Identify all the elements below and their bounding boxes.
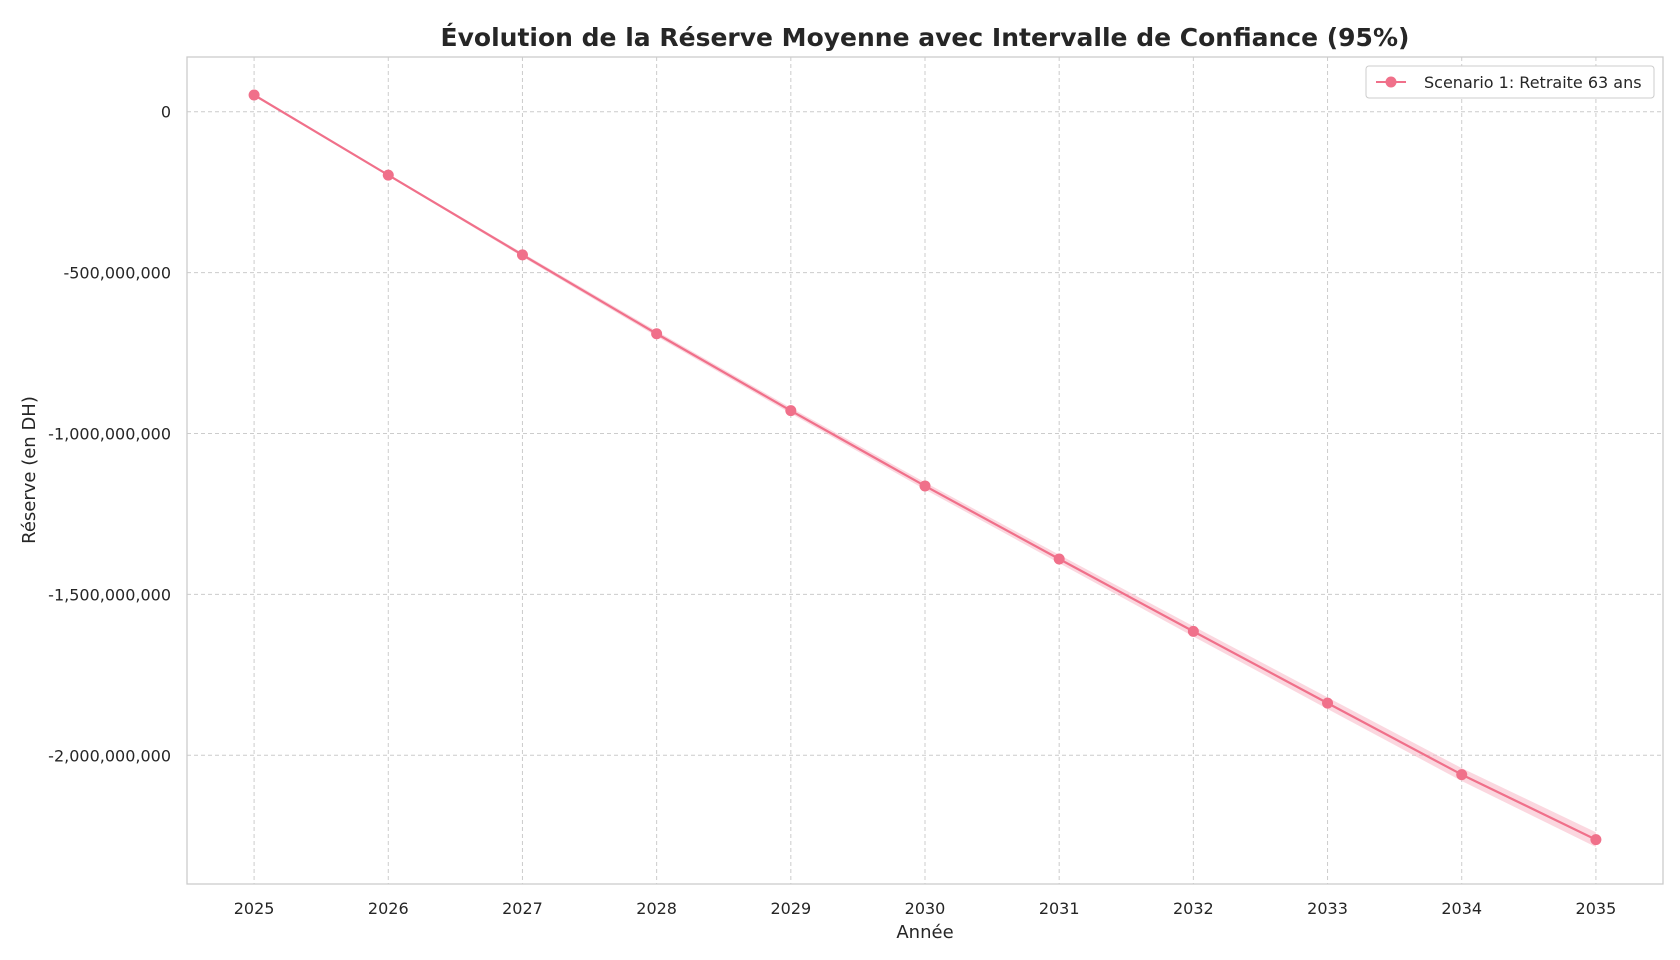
x-tick-label: 2033: [1307, 899, 1348, 918]
x-tick-label: 2034: [1441, 899, 1482, 918]
data-point-marker: [1322, 697, 1334, 709]
x-tick-label: 2028: [636, 899, 677, 918]
x-tick-label: 2027: [502, 899, 543, 918]
legend-box: [1365, 65, 1655, 99]
data-point-marker: [1053, 553, 1065, 565]
chart-title: Évolution de la Réserve Moyenne avec Int…: [441, 23, 1410, 52]
x-tick-label: 2032: [1173, 899, 1214, 918]
x-tick-label: 2035: [1576, 899, 1617, 918]
y-tick-label: -500,000,000: [63, 264, 171, 283]
data-point-marker: [1187, 625, 1199, 637]
x-tick-label: 2026: [368, 899, 409, 918]
legend: Scenario 1: Retraite 63 ans: [1365, 65, 1655, 99]
y-tick-label: 0: [161, 103, 171, 122]
legend-entry-label: Scenario 1: Retraite 63 ans: [1424, 73, 1642, 92]
data-point-marker: [919, 480, 931, 492]
y-tick-label: -1,000,000,000: [48, 424, 171, 443]
y-tick-label: -1,500,000,000: [48, 585, 171, 604]
data-point-marker: [516, 249, 528, 261]
y-axis-ticks: 0 -500,000,000 -1,000,000,000 -1,500,000,00…: [48, 103, 171, 766]
data-point-marker: [785, 405, 797, 417]
x-tick-label: 2025: [234, 899, 275, 918]
data-point-marker: [382, 169, 394, 181]
data-point-marker: [1590, 834, 1602, 846]
x-tick-label: 2031: [1039, 899, 1080, 918]
legend-marker-swatch: [1385, 76, 1397, 88]
series-markers: [248, 89, 1602, 846]
plot-area-frame: [186, 56, 1664, 885]
data-point-marker: [248, 89, 260, 101]
y-tick-label: -2,000,000,000: [48, 746, 171, 765]
data-point-marker: [651, 328, 663, 340]
grid: [187, 57, 1663, 884]
y-axis-label: Réserve (en DH): [19, 396, 40, 544]
x-axis-label: Année: [896, 922, 953, 943]
x-axis-ticks: 2025 2026 2027 2028 2029 2030 2031 2032 2033 2034…: [234, 899, 1617, 918]
x-tick-label: 2030: [905, 899, 946, 918]
x-tick-label: 2029: [770, 899, 811, 918]
data-point-marker: [1456, 769, 1468, 781]
